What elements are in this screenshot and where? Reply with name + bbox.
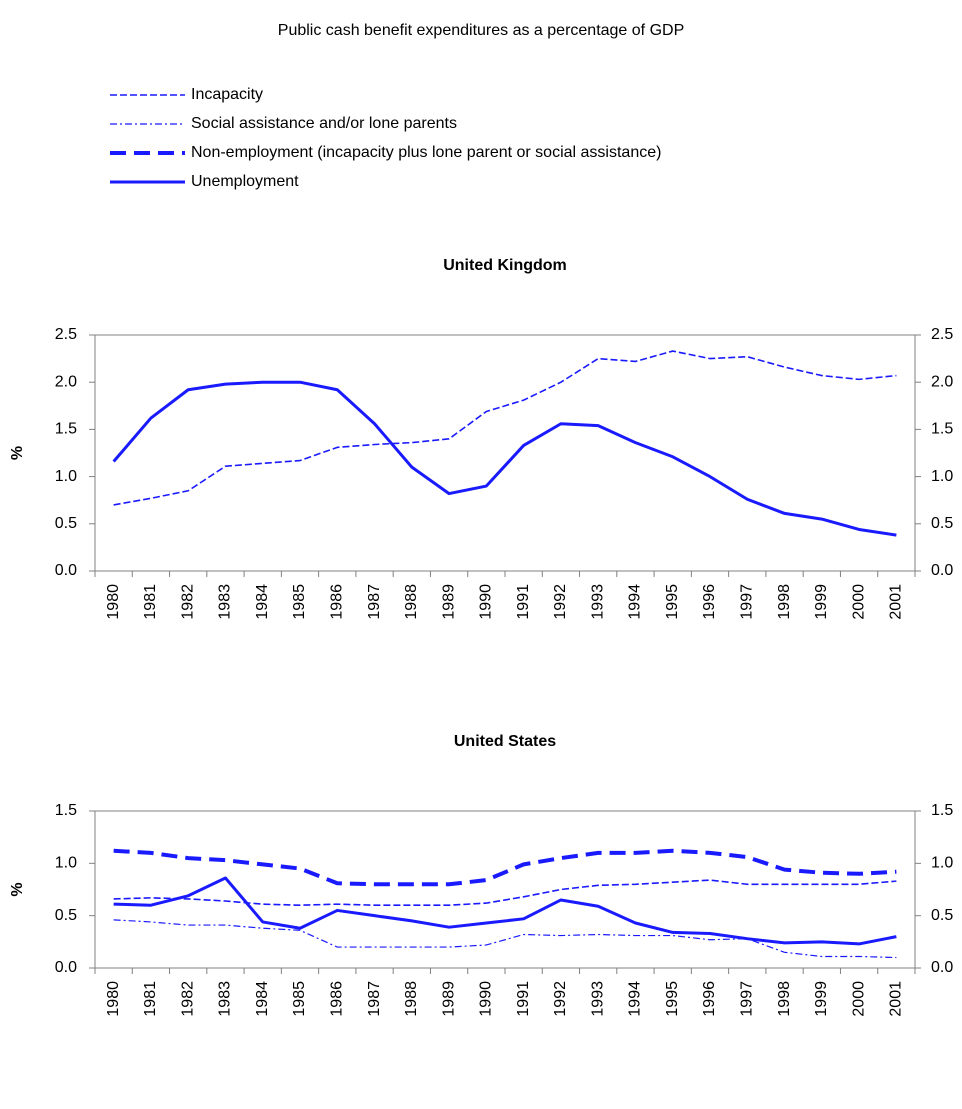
- x-tick-label: 1990: [478, 981, 495, 1017]
- x-tick-label: 1983: [217, 584, 234, 620]
- series-line: [113, 919, 897, 959]
- y-tick-label: 0.5: [55, 907, 77, 924]
- series-line: [113, 879, 897, 906]
- y-tick-label: 0.0: [55, 959, 77, 976]
- y-axis-label: %: [9, 446, 26, 460]
- legend-label: Non-employment (incapacity plus lone par…: [191, 144, 661, 161]
- x-tick-label: 1984: [254, 981, 271, 1017]
- y-tick-label: 1.0: [55, 468, 77, 485]
- x-tick-label: 1982: [179, 584, 196, 620]
- y2-tick-label: 1.5: [931, 802, 953, 819]
- y-axis-label: %: [9, 882, 26, 896]
- x-tick-label: 1992: [552, 981, 569, 1017]
- x-tick-label: 1999: [813, 584, 830, 620]
- y2-tick-label: 0.5: [931, 515, 953, 532]
- series-line: [112, 380, 897, 537]
- legend-label: Incapacity: [191, 86, 263, 103]
- x-tick-label: 1996: [701, 981, 718, 1017]
- x-tick-label: 2001: [888, 981, 905, 1017]
- chart-title: Public cash benefit expenditures as a pe…: [278, 22, 684, 39]
- x-tick-label: 1988: [403, 981, 420, 1017]
- x-tick-label: 1987: [366, 981, 383, 1017]
- legend-label: Social assistance and/or lone parents: [191, 115, 457, 132]
- x-tick-label: 2000: [850, 584, 867, 620]
- x-tick-label: 1993: [589, 981, 606, 1017]
- y2-tick-label: 1.0: [931, 855, 953, 872]
- x-tick-label: 1985: [291, 981, 308, 1017]
- series-line: [113, 350, 897, 506]
- x-tick-label: 1985: [291, 584, 308, 620]
- x-tick-label: 1993: [589, 584, 606, 620]
- x-tick-label: 1980: [105, 981, 122, 1017]
- x-tick-label: 1988: [403, 584, 420, 620]
- y2-tick-label: 2.0: [931, 373, 953, 390]
- series-line: [113, 876, 897, 946]
- x-tick-label: 1995: [664, 584, 681, 620]
- x-tick-label: 1994: [627, 981, 644, 1017]
- y-tick-label: 1.0: [55, 855, 77, 872]
- x-tick-label: 1997: [738, 584, 755, 620]
- x-tick-label: 1998: [776, 584, 793, 620]
- series-line: [113, 848, 897, 887]
- y-tick-label: 1.5: [55, 802, 77, 819]
- x-tick-label: 1980: [105, 584, 122, 620]
- x-tick-label: 1984: [254, 584, 271, 620]
- subplot-title: United States: [454, 733, 556, 750]
- x-tick-label: 1989: [440, 981, 457, 1017]
- x-tick-label: 1998: [776, 981, 793, 1017]
- x-tick-label: 1999: [813, 981, 830, 1017]
- x-tick-label: 1991: [515, 584, 532, 620]
- y2-tick-label: 0.0: [931, 959, 953, 976]
- y2-tick-label: 1.5: [931, 421, 953, 438]
- y-tick-label: 0.5: [55, 515, 77, 532]
- x-tick-label: 1992: [552, 584, 569, 620]
- x-tick-label: 1989: [440, 584, 457, 620]
- y-tick-label: 0.0: [55, 562, 77, 579]
- plot-frame: [94, 810, 916, 969]
- x-tick-label: 1991: [515, 981, 532, 1017]
- x-tick-label: 1996: [701, 584, 718, 620]
- x-tick-label: 1986: [328, 584, 345, 620]
- x-tick-label: 2001: [888, 584, 905, 620]
- x-tick-label: 1997: [738, 981, 755, 1017]
- y2-tick-label: 0.0: [931, 562, 953, 579]
- subplot-title: United Kingdom: [443, 257, 567, 274]
- x-tick-label: 1995: [664, 981, 681, 1017]
- x-tick-label: 1987: [366, 584, 383, 620]
- plot-frame: [94, 334, 916, 572]
- x-tick-label: 1990: [478, 584, 495, 620]
- x-tick-label: 1981: [142, 981, 159, 1017]
- y2-tick-label: 1.0: [931, 468, 953, 485]
- y2-tick-label: 0.5: [931, 907, 953, 924]
- legend-label: Unemployment: [191, 173, 299, 190]
- x-tick-label: 1986: [328, 981, 345, 1017]
- x-tick-label: 1994: [627, 584, 644, 620]
- y2-tick-label: 2.5: [931, 326, 953, 343]
- x-tick-label: 1983: [217, 981, 234, 1017]
- x-tick-label: 2000: [850, 981, 867, 1017]
- y-tick-label: 2.5: [55, 326, 77, 343]
- x-tick-label: 1981: [142, 584, 159, 620]
- x-tick-label: 1982: [179, 981, 196, 1017]
- y-tick-label: 2.0: [55, 373, 77, 390]
- y-tick-label: 1.5: [55, 421, 77, 438]
